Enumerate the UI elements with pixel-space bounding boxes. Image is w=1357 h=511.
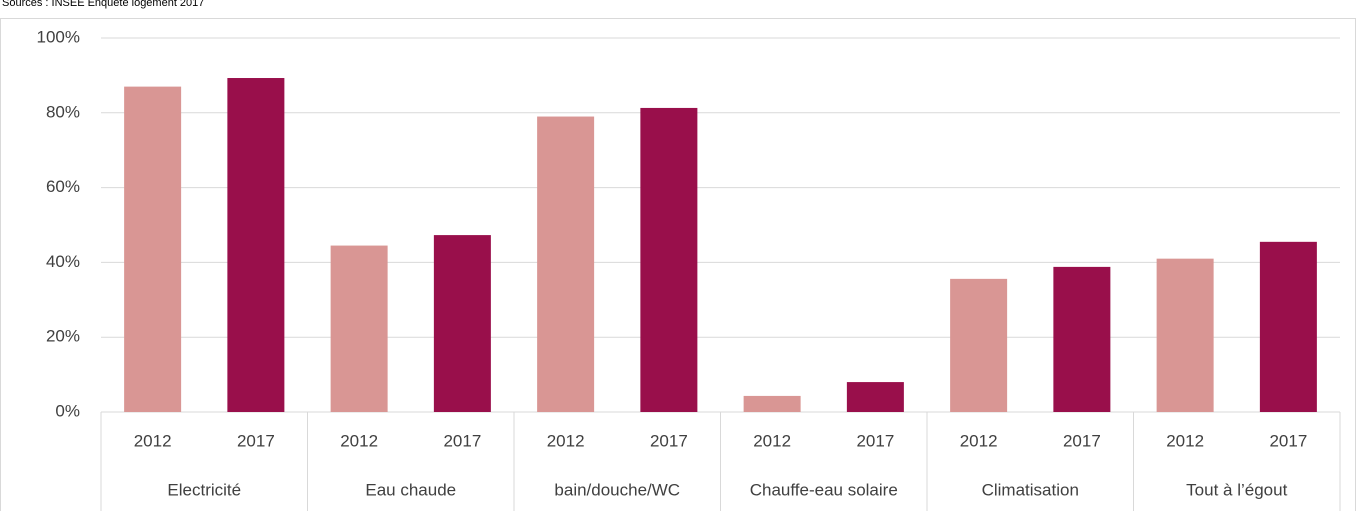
y-tick-label: 20% (46, 327, 80, 346)
bar (640, 107, 698, 413)
x-tick-label: 2012 (340, 431, 378, 450)
category-label: bain/douche/WC (554, 480, 680, 499)
y-tick-label: 0% (55, 401, 80, 420)
chart-border (0, 18, 1356, 511)
x-tick-label: 2017 (443, 431, 481, 450)
y-tick-label: 80% (46, 102, 80, 121)
x-tick-label: 2017 (856, 431, 894, 450)
x-tick-label: 2012 (1166, 431, 1204, 450)
category-label: Chauffe-eau solaire (750, 480, 898, 499)
x-tick-label: 2012 (960, 431, 998, 450)
bar (846, 382, 904, 412)
category-label: Tout à l’égout (1186, 480, 1287, 499)
bar (1053, 266, 1111, 412)
bar (330, 245, 388, 412)
y-tick-label: 60% (46, 177, 80, 196)
bar (227, 78, 285, 412)
bar (1156, 258, 1214, 412)
x-tick-label: 2012 (134, 431, 172, 450)
category-label: Electricité (167, 480, 241, 499)
x-tick-label: 2017 (1063, 431, 1101, 450)
bar (950, 278, 1008, 412)
y-tick-label: 100% (37, 27, 80, 46)
bar (743, 395, 801, 412)
bar (433, 235, 491, 412)
source-note: Sources : INSEE Enquête logement 2017 (2, 0, 204, 9)
x-tick-label: 2017 (1269, 431, 1307, 450)
y-tick-label: 40% (46, 252, 80, 271)
category-label: Climatisation (982, 480, 1079, 499)
category-label: Eau chaude (365, 480, 456, 499)
x-tick-label: 2017 (237, 431, 275, 450)
x-tick-label: 2012 (753, 431, 791, 450)
bar (1259, 241, 1317, 412)
bar (537, 116, 595, 412)
x-tick-label: 2017 (650, 431, 688, 450)
bar (124, 86, 182, 413)
x-tick-label: 2012 (547, 431, 585, 450)
